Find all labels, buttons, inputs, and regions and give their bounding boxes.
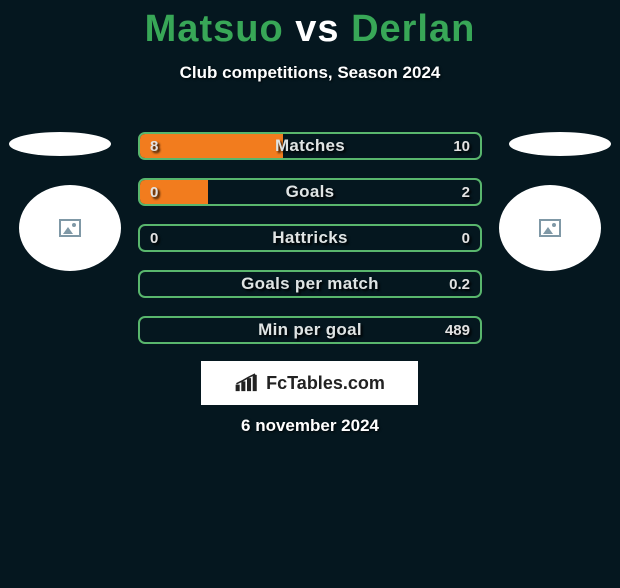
subtitle: Club competitions, Season 2024 <box>0 63 620 83</box>
placeholder-image-icon <box>539 219 561 237</box>
stat-row: 02Goals <box>138 178 482 206</box>
brand-badge: FcTables.com <box>201 361 418 405</box>
footer-date: 6 november 2024 <box>0 416 620 436</box>
comparison-bars: 810Matches 02Goals 0 0Hattricks 0.2Goals per… <box>138 132 482 362</box>
chart-icon <box>234 372 260 394</box>
stat-label: Goals per match <box>140 272 480 296</box>
player-right-name: Derlan <box>351 8 475 50</box>
stat-right-value: 0 <box>452 226 480 250</box>
stat-label: Hattricks <box>140 226 480 250</box>
vs-text: vs <box>295 8 339 50</box>
flag-right-ellipse <box>509 132 611 156</box>
player-left-name: Matsuo <box>145 8 284 50</box>
bar-fill-left <box>140 180 208 204</box>
stat-right-value: 489 <box>435 318 480 342</box>
brand-text: FcTables.com <box>266 373 385 394</box>
stat-left-value: 0 <box>140 226 168 250</box>
bar-fill-left <box>140 134 283 158</box>
placeholder-image-icon <box>59 219 81 237</box>
flag-left-ellipse <box>9 132 111 156</box>
page-title: Matsuo vs Derlan <box>0 8 620 51</box>
stat-row: 489Min per goal <box>138 316 482 344</box>
stat-right-value: 10 <box>443 134 480 158</box>
stat-row: 0.2Goals per match <box>138 270 482 298</box>
stat-right-value: 2 <box>452 180 480 204</box>
stat-row: 810Matches <box>138 132 482 160</box>
stat-label: Min per goal <box>140 318 480 342</box>
stat-right-value: 0.2 <box>439 272 480 296</box>
player-left-avatar <box>19 185 121 271</box>
stat-row: 0 0Hattricks <box>138 224 482 252</box>
player-right-avatar <box>499 185 601 271</box>
